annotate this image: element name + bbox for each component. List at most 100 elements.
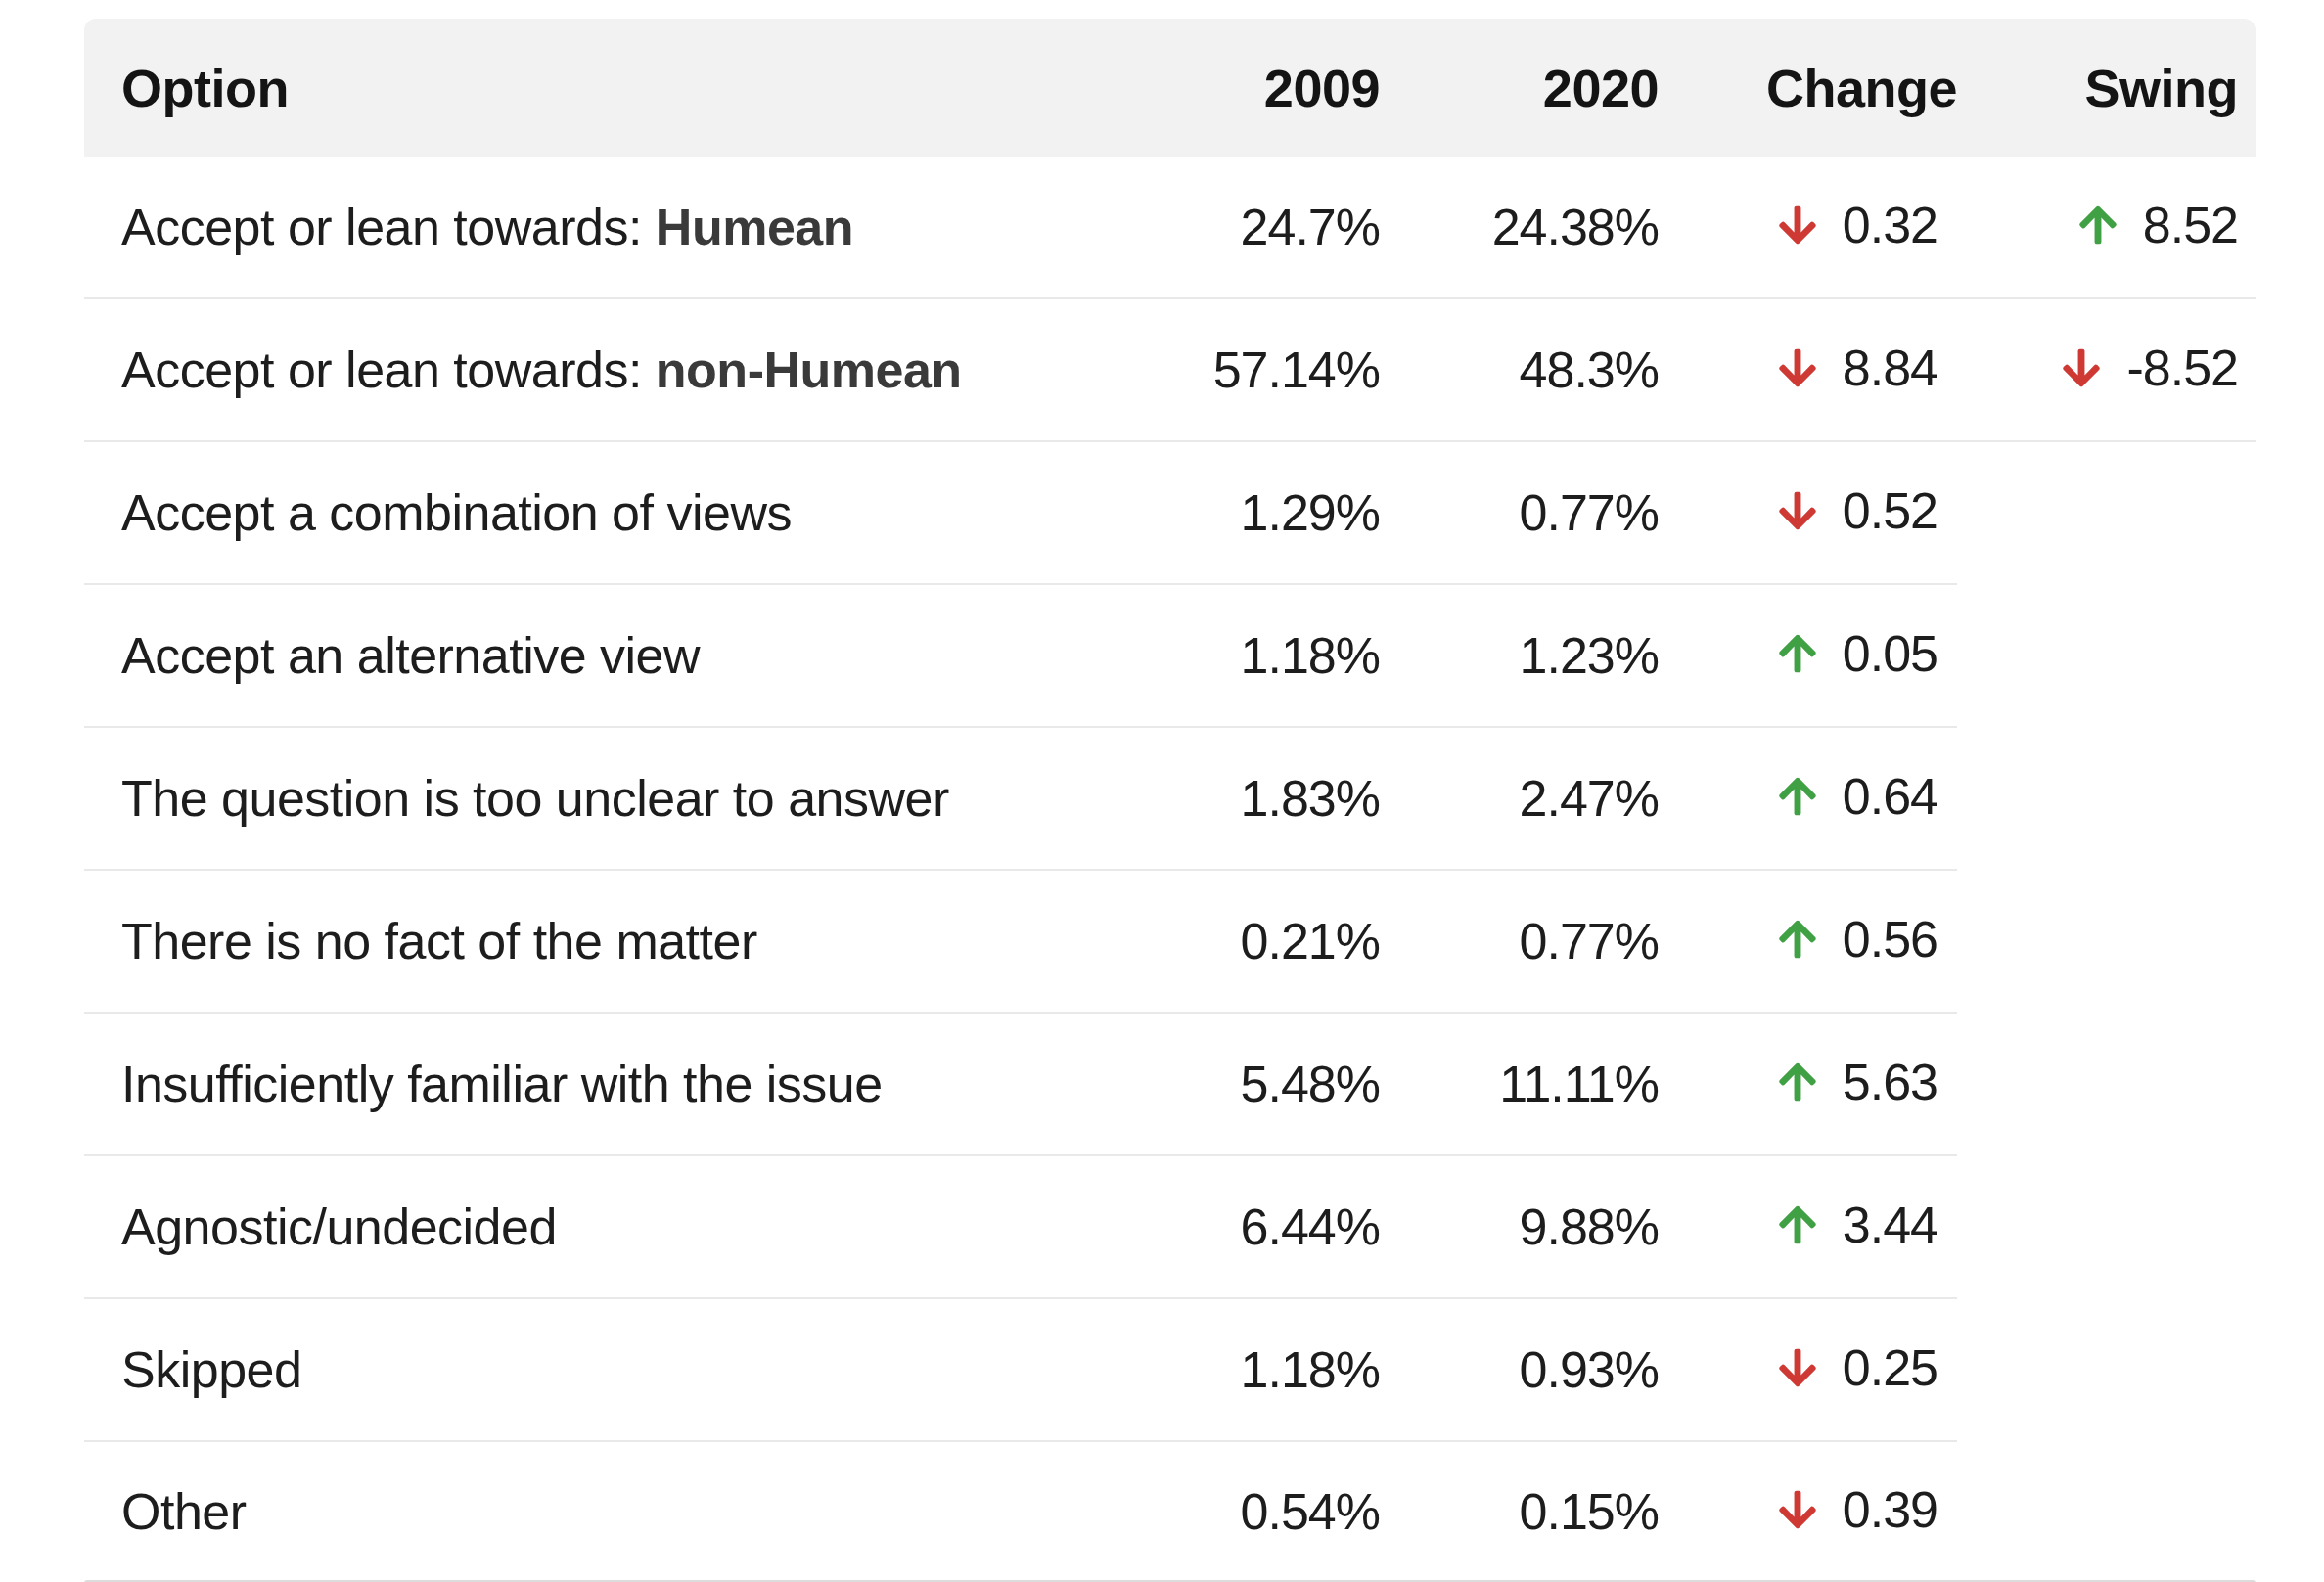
change-cell: 0.56 (1659, 871, 1957, 1014)
option-label: Accept a combination of views (121, 484, 792, 541)
change-cell: 0.25 (1659, 1299, 1957, 1442)
value-2020: 0.93% (1380, 1299, 1659, 1442)
change-value: 0.56 (1843, 910, 1937, 969)
option-label-bold: Humean (656, 199, 853, 255)
value-2020: 0.77% (1380, 442, 1659, 585)
option-cell: Other (84, 1442, 1106, 1580)
value-2020: 11.11% (1380, 1014, 1659, 1156)
option-label: Accept or lean towards: (121, 341, 656, 398)
option-cell: Insufficiently familiar with the issue (84, 1014, 1106, 1156)
col-header-swing: Swing (1957, 19, 2256, 157)
swing-cell: 8.52 (1957, 157, 2256, 299)
option-label: Other (121, 1483, 247, 1540)
swing-cell (1957, 585, 2256, 728)
swing-cell (1957, 1156, 2256, 1299)
option-label: Accept an alternative view (121, 627, 700, 684)
change-value: 0.32 (1843, 196, 1937, 254)
change-cell: 5.63 (1659, 1014, 1957, 1156)
header-row: Option 2009 2020 Change Swing (84, 19, 2256, 157)
option-cell: Accept a combination of views (84, 442, 1106, 585)
change-value: 3.44 (1843, 1196, 1937, 1254)
table-row: Insufficiently familiar with the issue 5… (84, 1014, 2256, 1156)
arrow-down-icon (1778, 203, 1817, 247)
table-row: Accept a combination of views 1.29% 0.77… (84, 442, 2256, 585)
option-label: Agnostic/undecided (121, 1198, 557, 1255)
value-2009: 5.48% (1106, 1014, 1380, 1156)
swing-cell (1957, 728, 2256, 871)
value-2020: 0.77% (1380, 871, 1659, 1014)
change-cell: 0.52 (1659, 442, 1957, 585)
value-2020: 9.88% (1380, 1156, 1659, 1299)
swing-cell: -8.52 (1957, 299, 2256, 442)
arrow-down-icon (1778, 1346, 1817, 1389)
option-label: Accept or lean towards: (121, 199, 656, 255)
value-2020: 2.47% (1380, 728, 1659, 871)
col-header-2009: 2009 (1106, 19, 1380, 157)
option-label: Skipped (121, 1341, 301, 1398)
arrow-down-icon (1778, 346, 1817, 389)
value-2020: 1.23% (1380, 585, 1659, 728)
col-header-option: Option (84, 19, 1106, 157)
arrow-down-icon (2062, 346, 2101, 389)
table-body: Accept or lean towards: Humean 24.7% 24.… (84, 157, 2256, 1580)
value-2009: 1.18% (1106, 585, 1380, 728)
option-label: There is no fact of the matter (121, 913, 757, 970)
change-value: 0.39 (1843, 1480, 1937, 1539)
option-cell: Accept an alternative view (84, 585, 1106, 728)
results-table: Option 2009 2020 Change Swing Accept or … (84, 19, 2256, 1580)
table-row: There is no fact of the matter 0.21% 0.7… (84, 871, 2256, 1014)
swing-cell (1957, 1299, 2256, 1442)
option-cell: Accept or lean towards: non-Humean (84, 299, 1106, 442)
value-2009: 57.14% (1106, 299, 1380, 442)
arrow-up-icon (1778, 775, 1817, 818)
value-2009: 1.18% (1106, 1299, 1380, 1442)
value-2009: 0.21% (1106, 871, 1380, 1014)
swing-cell (1957, 1442, 2256, 1580)
value-2020: 0.15% (1380, 1442, 1659, 1580)
arrow-up-icon (1778, 918, 1817, 961)
change-value: 5.63 (1843, 1053, 1937, 1111)
value-2009: 24.7% (1106, 157, 1380, 299)
option-cell: Agnostic/undecided (84, 1156, 1106, 1299)
table-row: Accept an alternative view 1.18% 1.23% 0… (84, 585, 2256, 728)
value-2020: 24.38% (1380, 157, 1659, 299)
arrow-up-icon (2078, 203, 2118, 247)
swing-value: 8.52 (2143, 196, 2238, 254)
col-header-2020: 2020 (1380, 19, 1659, 157)
table-row: Accept or lean towards: non-Humean 57.14… (84, 299, 2256, 442)
option-cell: Skipped (84, 1299, 1106, 1442)
change-cell: 8.84 (1659, 299, 1957, 442)
table-row: Accept or lean towards: Humean 24.7% 24.… (84, 157, 2256, 299)
change-value: 0.25 (1843, 1338, 1937, 1397)
change-value: 0.64 (1843, 767, 1937, 826)
value-2009: 1.29% (1106, 442, 1380, 585)
arrow-up-icon (1778, 1203, 1817, 1246)
value-2009: 0.54% (1106, 1442, 1380, 1580)
swing-cell (1957, 442, 2256, 585)
option-label: Insufficiently familiar with the issue (121, 1056, 883, 1112)
option-label: The question is too unclear to answer (121, 770, 949, 827)
swing-value: -8.52 (2126, 339, 2238, 397)
option-cell: Accept or lean towards: Humean (84, 157, 1106, 299)
change-value: 0.05 (1843, 624, 1937, 683)
table-row: Other 0.54% 0.15% 0.39 (84, 1442, 2256, 1580)
value-2009: 6.44% (1106, 1156, 1380, 1299)
change-cell: 0.05 (1659, 585, 1957, 728)
arrow-down-icon (1778, 1488, 1817, 1531)
option-label-bold: non-Humean (656, 341, 962, 398)
arrow-up-icon (1778, 632, 1817, 675)
change-value: 8.84 (1843, 339, 1937, 397)
change-cell: 0.32 (1659, 157, 1957, 299)
value-2020: 48.3% (1380, 299, 1659, 442)
change-value: 0.52 (1843, 481, 1937, 540)
option-cell: There is no fact of the matter (84, 871, 1106, 1014)
option-cell: The question is too unclear to answer (84, 728, 1106, 871)
arrow-down-icon (1778, 489, 1817, 532)
change-cell: 3.44 (1659, 1156, 1957, 1299)
col-header-change: Change (1659, 19, 1957, 157)
table-row: The question is too unclear to answer 1.… (84, 728, 2256, 871)
table-row: Skipped 1.18% 0.93% 0.25 (84, 1299, 2256, 1442)
change-cell: 0.64 (1659, 728, 1957, 871)
swing-cell (1957, 871, 2256, 1014)
table-row: Agnostic/undecided 6.44% 9.88% 3.44 (84, 1156, 2256, 1299)
